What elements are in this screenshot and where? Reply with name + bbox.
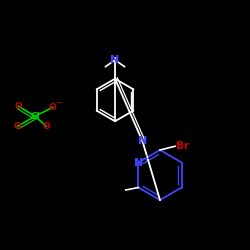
Text: −: − xyxy=(55,98,62,108)
Text: +: + xyxy=(142,154,149,163)
Text: O: O xyxy=(42,122,50,131)
Text: N: N xyxy=(110,55,120,65)
Text: Cl: Cl xyxy=(30,112,40,121)
Text: N: N xyxy=(138,136,147,146)
Text: O: O xyxy=(14,122,22,131)
Text: O: O xyxy=(48,103,56,112)
Text: Br: Br xyxy=(176,141,190,151)
Text: N: N xyxy=(134,158,143,168)
Text: O: O xyxy=(15,102,22,111)
